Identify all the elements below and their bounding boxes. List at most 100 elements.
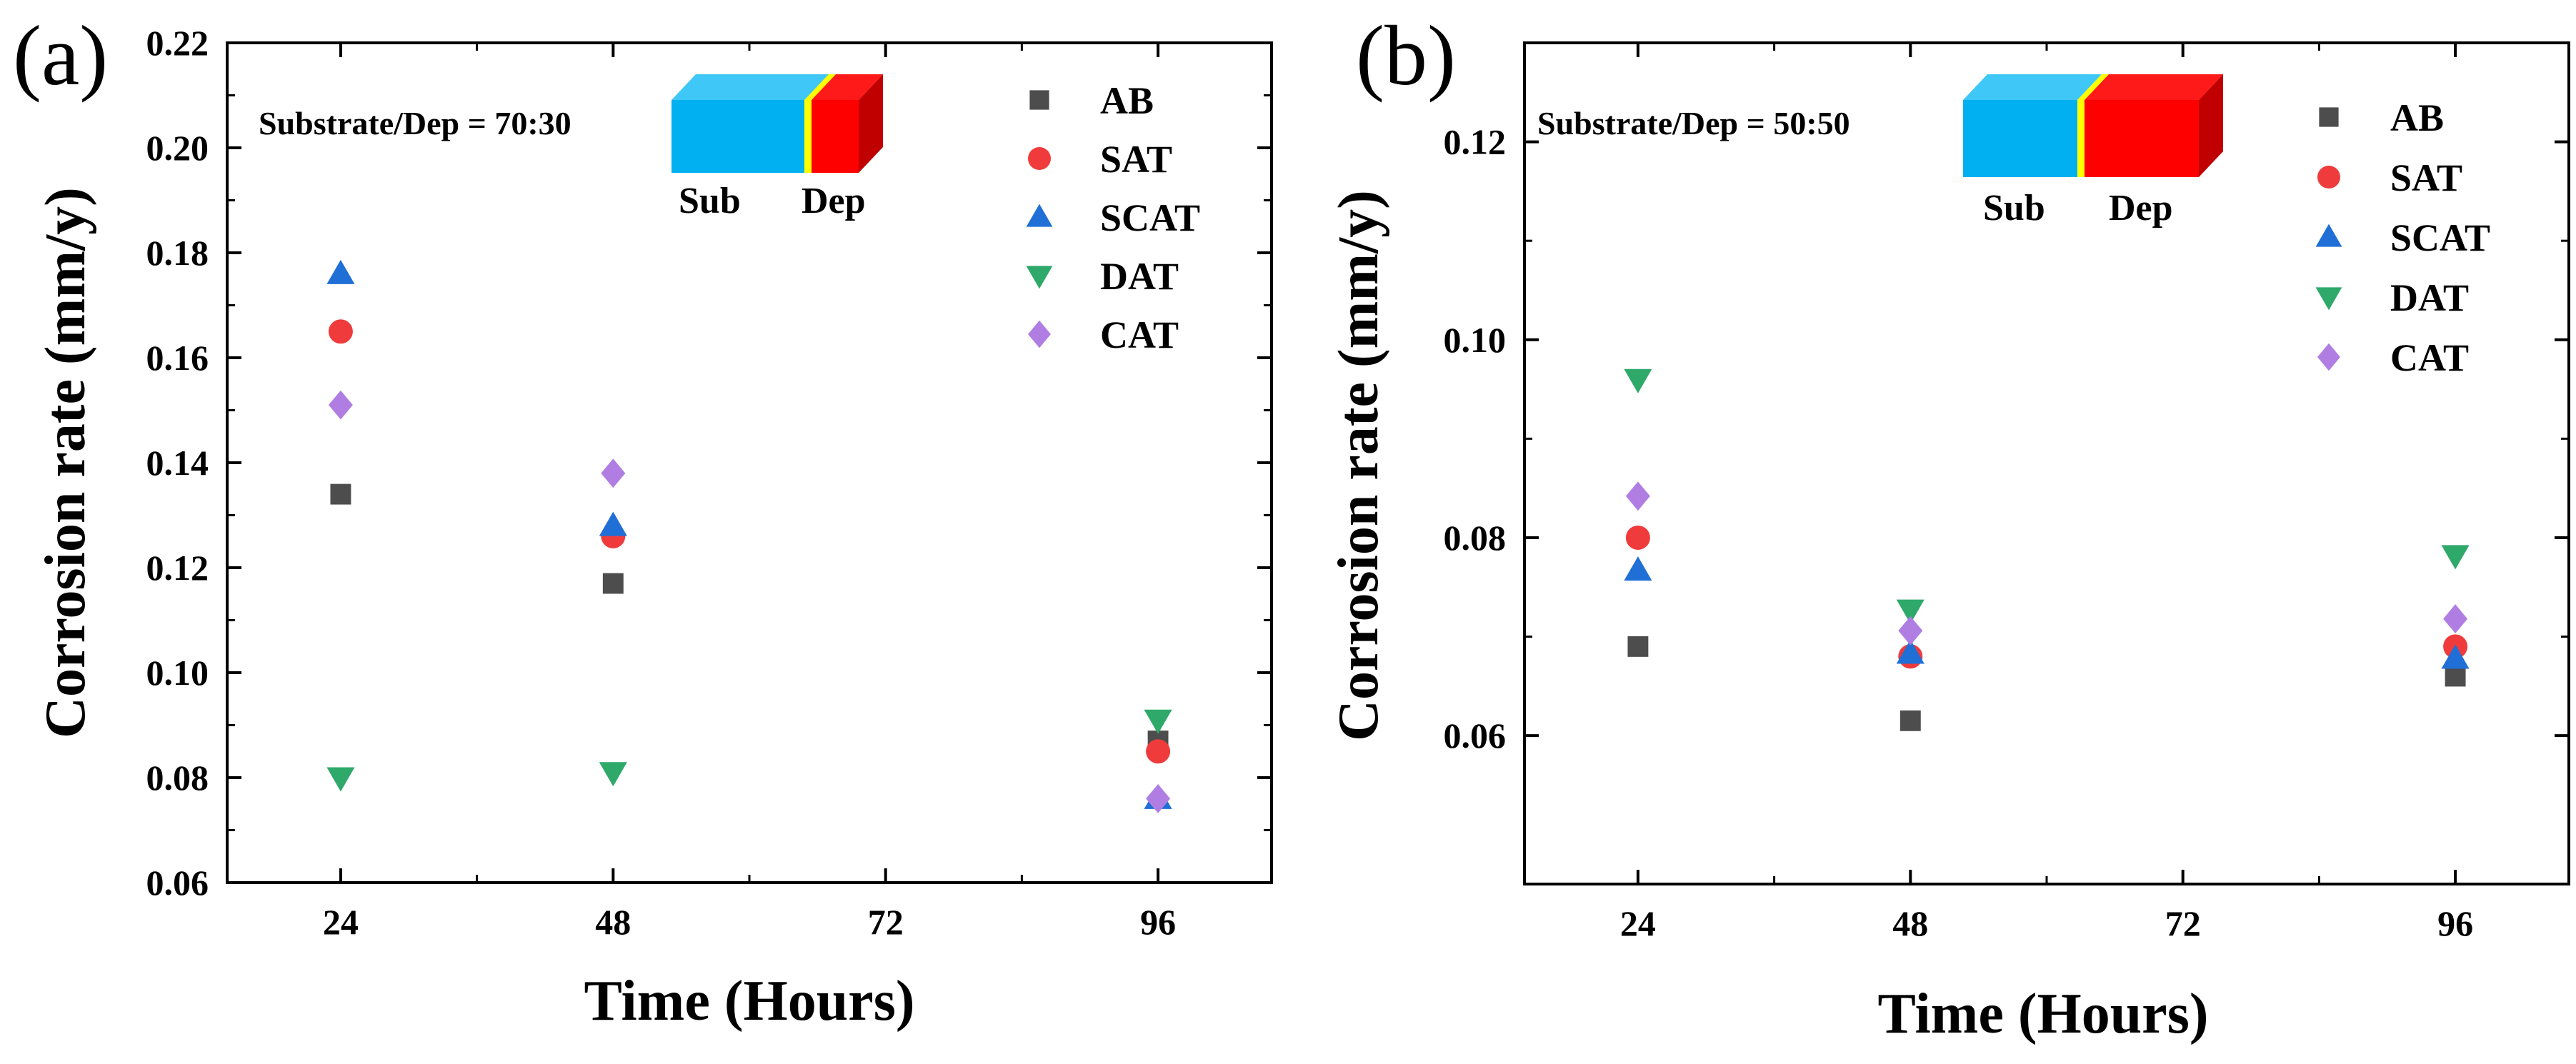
legend-label-sat: SAT: [2390, 156, 2462, 199]
y-tick-label: 0.14: [146, 443, 209, 483]
panel-b-data-points: [1624, 368, 2470, 731]
panel-b-inset-interface-top: [2077, 74, 2109, 100]
x-tick-label: 48: [1892, 903, 1928, 943]
legend-label-dat: DAT: [2390, 276, 2469, 319]
y-tick-label: 0.20: [146, 128, 209, 168]
y-tick-label: 0.10: [146, 653, 209, 693]
x-tick-label: 96: [1140, 902, 1176, 942]
panel-b-x-ticks: 24 48 72 96: [1620, 43, 2473, 943]
panel-b-inset-deposit-side: [2199, 74, 2223, 177]
panel-a-label: (a): [13, 8, 108, 103]
data-point-scat: [1896, 639, 1924, 664]
data-point-sat: [328, 319, 353, 344]
data-point-scat: [1624, 556, 1652, 581]
legend-marker-sat: [2317, 166, 2340, 189]
panel-b-y-ticks: 0.06 0.08 0.10 0.12: [1444, 122, 2569, 756]
data-point-sat: [1625, 525, 1650, 550]
data-point-scat: [326, 259, 355, 284]
data-point-ab: [602, 573, 624, 594]
data-point-ab: [2445, 666, 2466, 687]
y-tick-label: 0.12: [146, 548, 209, 588]
y-tick-label: 0.10: [1444, 320, 1507, 360]
y-tick-label: 0.22: [146, 23, 209, 63]
panel-b-label: (b): [1356, 8, 1456, 103]
panel-b-inset-deposit-top: [2085, 74, 2223, 100]
legend-label-sat: SAT: [1100, 138, 1172, 181]
panel-a-x-axis-title: Time (Hours): [584, 970, 915, 1033]
panel-a-inset-dep-label: Dep: [802, 181, 866, 221]
data-point-cat: [1898, 616, 1923, 646]
x-tick-label: 24: [1620, 903, 1656, 943]
x-tick-label: 24: [323, 902, 359, 942]
panel-b-x-axis-title: Time (Hours): [1878, 983, 2209, 1045]
panel-b-inset-sub-label: Sub: [1983, 188, 2045, 229]
legend-marker-ab: [2319, 107, 2339, 127]
panel-a-y-ticks: 0.06 0.08 0.10 0.12 0.14 0.16 0.18 0.20 0.22: [146, 23, 1272, 903]
y-tick-label: 0.12: [1444, 122, 1507, 162]
panel-b-inset-deposit-face: [2085, 100, 2199, 177]
legend-marker-sat: [1028, 147, 1051, 170]
legend-label-cat: CAT: [2390, 336, 2469, 379]
panel-b-inset-interface: [2077, 100, 2085, 177]
data-point-dat: [599, 762, 627, 787]
data-point-cat: [1625, 481, 1650, 511]
panel-a-inset-substrate-top: [672, 74, 834, 100]
legend-marker-dat: [1026, 266, 1053, 289]
data-point-ab: [330, 483, 351, 505]
y-tick-label: 0.18: [146, 233, 209, 273]
panel-b-legend: AB SAT SCAT DAT CAT: [2315, 96, 2490, 379]
data-point-cat: [601, 458, 626, 488]
panel-a-inset-sub-label: Sub: [679, 181, 741, 221]
data-point-ab: [1899, 710, 1921, 731]
data-point-scat: [599, 511, 627, 536]
y-tick-label: 0.06: [1444, 716, 1507, 756]
data-point-dat: [2441, 545, 2470, 570]
panel-b-y-axis-title: Corrosion rate (mm/y): [1327, 190, 1390, 741]
data-point-scat: [2441, 644, 2470, 669]
panel-a: (a) 0.06 0.08 0.10 0.12 0.14 0.16 0.18 0.20 0.22…: [13, 8, 1273, 1033]
data-point-dat: [1896, 599, 1924, 624]
data-point-cat: [328, 390, 353, 420]
panel-b-inset-substrate-face: [1963, 100, 2077, 177]
legend-marker-scat: [2315, 224, 2342, 247]
legend-marker-cat: [1028, 320, 1051, 348]
x-tick-label: 72: [2165, 903, 2201, 943]
x-tick-label: 96: [2437, 903, 2473, 943]
legend-label-ab: AB: [1100, 79, 1154, 122]
panel-b-inset-dep-label: Dep: [2109, 188, 2173, 229]
legend-label-ab: AB: [2390, 96, 2444, 139]
panel-a-inset-interface-top: [804, 74, 836, 100]
legend-marker-cat: [2317, 343, 2340, 371]
panel-a-inset-deposit-side: [859, 74, 883, 173]
panel-a-data-points: [326, 259, 1172, 813]
panel-a-y-axis-title: Corrosion rate (mm/y): [34, 187, 97, 738]
panel-a-inset-block: Sub Dep: [672, 74, 883, 221]
data-point-dat: [1624, 368, 1652, 393]
panel-a-x-ticks: 24 48 72 96: [323, 43, 1176, 942]
panel-a-ratio-label: Substrate/Dep = 70:30: [259, 105, 571, 141]
panel-a-inset-substrate-face: [672, 100, 810, 173]
x-tick-label: 48: [595, 902, 631, 942]
data-point-cat: [1146, 784, 1171, 813]
data-point-cat: [2443, 604, 2468, 633]
data-point-dat: [1144, 709, 1172, 734]
panel-a-legend: AB SAT SCAT DAT CAT: [1026, 79, 1200, 356]
data-point-dat: [326, 767, 355, 792]
panel-b-ratio-label: Substrate/Dep = 50:50: [1537, 105, 1850, 141]
y-tick-label: 0.08: [146, 758, 209, 798]
legend-label-dat: DAT: [1100, 255, 1179, 298]
y-tick-label: 0.16: [146, 338, 209, 378]
panel-b-inset-block: Sub Dep: [1963, 74, 2223, 229]
panel-b: (b) 0.06 0.08 0.10 0.12 24 48 72 96 Time (Hour…: [1327, 8, 2570, 1045]
legend-label-scat: SCAT: [1100, 196, 1200, 239]
panel-b-inset-substrate-top: [1963, 74, 2102, 100]
data-point-sat: [1146, 739, 1171, 764]
legend-label-cat: CAT: [1100, 313, 1179, 356]
y-tick-label: 0.06: [146, 863, 209, 903]
x-tick-label: 72: [868, 902, 904, 942]
data-point-ab: [1627, 636, 1649, 657]
legend-marker-dat: [2315, 287, 2342, 311]
legend-marker-scat: [1026, 204, 1053, 227]
panel-a-inset-deposit-face: [812, 100, 859, 173]
